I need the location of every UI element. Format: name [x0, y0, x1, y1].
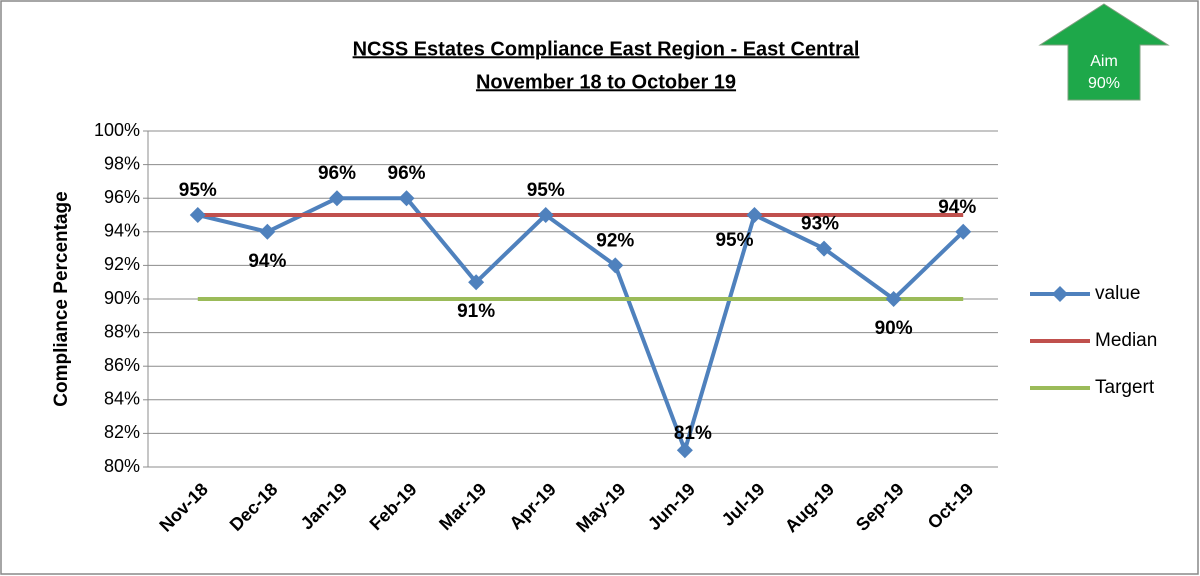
- y-tick-label: 80%: [104, 456, 140, 476]
- y-tick-label: 96%: [104, 187, 140, 207]
- y-tick-label: 98%: [104, 153, 140, 173]
- data-label: 90%: [875, 318, 913, 339]
- data-label: 95%: [527, 180, 565, 201]
- y-tick-label: 84%: [104, 389, 140, 409]
- legend-label: value: [1095, 283, 1140, 304]
- data-label: 96%: [388, 163, 426, 184]
- y-tick-label: 86%: [104, 355, 140, 375]
- y-tick-label: 92%: [104, 254, 140, 274]
- data-label: 93%: [801, 214, 839, 235]
- data-point: [746, 207, 763, 223]
- data-label: 81%: [674, 423, 712, 444]
- aim-arrow: [1038, 3, 1170, 101]
- data-point: [955, 223, 972, 240]
- data-label: 94%: [248, 251, 286, 272]
- data-point: [259, 223, 276, 240]
- data-point: [398, 190, 415, 207]
- legend-label: Targert: [1095, 377, 1155, 398]
- data-label: 95%: [179, 180, 217, 201]
- y-tick-label: 100%: [94, 120, 140, 140]
- data-label: 96%: [318, 163, 356, 184]
- data-point: [676, 442, 693, 459]
- y-axis-label: Compliance Percentage: [51, 191, 72, 406]
- data-point: [189, 207, 206, 223]
- data-point: [816, 240, 833, 257]
- data-label: 92%: [596, 230, 634, 251]
- data-label: 91%: [457, 301, 495, 322]
- legend-marker: [1052, 286, 1068, 302]
- data-label: 94%: [938, 197, 976, 218]
- data-point: [537, 207, 554, 223]
- aim-label: Aim: [1090, 53, 1118, 70]
- y-tick-label: 90%: [104, 288, 140, 308]
- y-tick-label: 82%: [104, 422, 140, 442]
- data-label: 95%: [715, 230, 753, 251]
- aim-value: 90%: [1088, 75, 1120, 92]
- data-point: [885, 291, 902, 307]
- legend-label: Median: [1095, 330, 1157, 351]
- chart-title: NCSS Estates Compliance East Region - Ea…: [353, 38, 860, 60]
- series-line: [197, 196, 965, 453]
- data-point: [328, 190, 345, 207]
- data-point: [468, 274, 485, 291]
- y-tick-label: 94%: [104, 221, 140, 241]
- y-tick-label: 88%: [104, 321, 140, 341]
- data-point: [607, 257, 624, 274]
- chart-subtitle: November 18 to October 19: [476, 71, 736, 93]
